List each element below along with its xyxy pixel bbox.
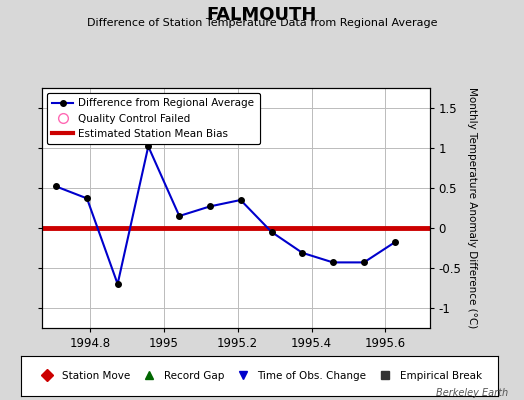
Text: Difference of Station Temperature Data from Regional Average: Difference of Station Temperature Data f… <box>87 18 437 28</box>
Legend: Station Move, Record Gap, Time of Obs. Change, Empirical Break: Station Move, Record Gap, Time of Obs. C… <box>34 368 485 384</box>
Y-axis label: Monthly Temperature Anomaly Difference (°C): Monthly Temperature Anomaly Difference (… <box>467 87 477 329</box>
Text: Berkeley Earth: Berkeley Earth <box>436 388 508 398</box>
Legend: Difference from Regional Average, Quality Control Failed, Estimated Station Mean: Difference from Regional Average, Qualit… <box>47 93 259 144</box>
Text: FALMOUTH: FALMOUTH <box>207 6 317 24</box>
